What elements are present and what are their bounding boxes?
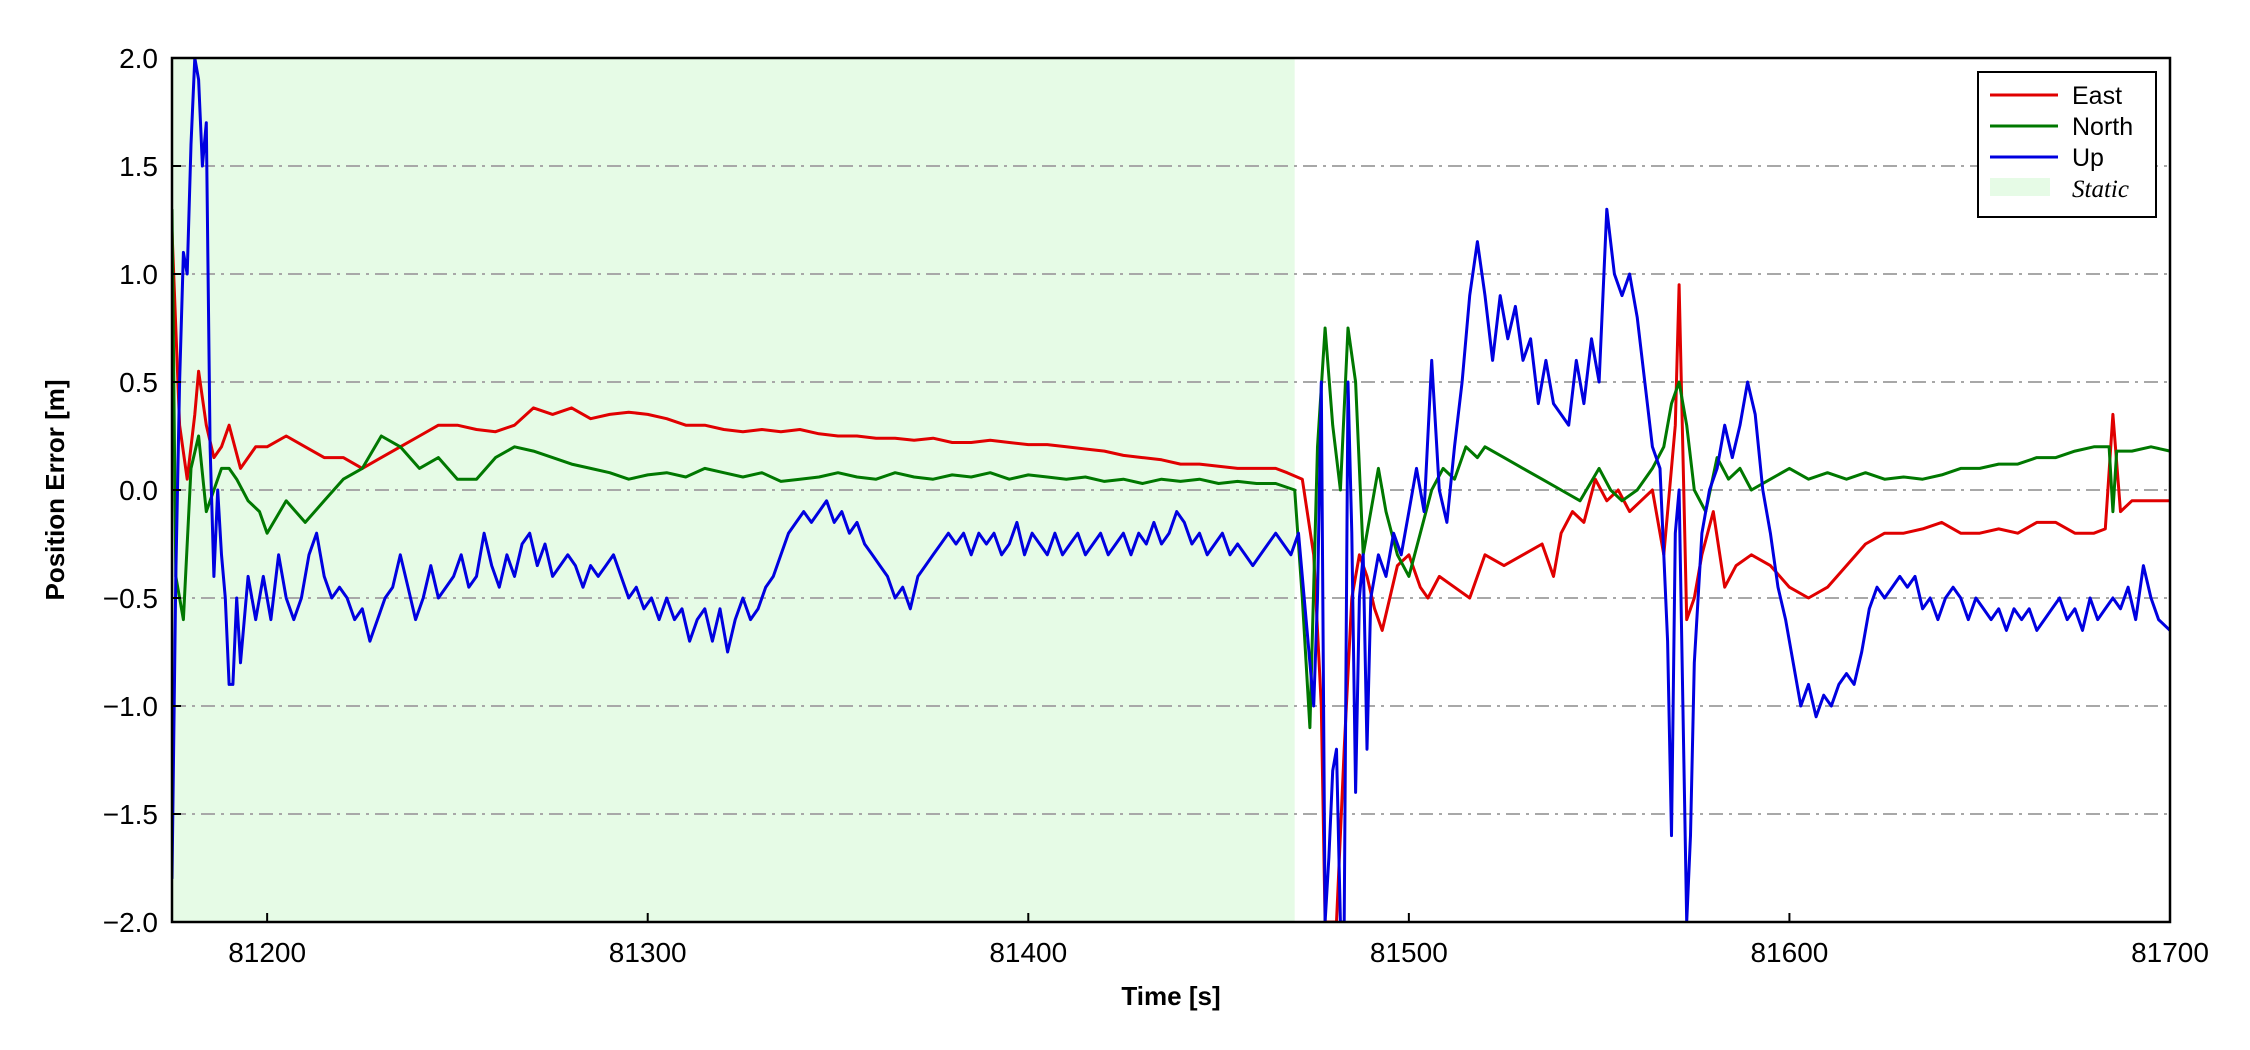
series-line-east [172, 230, 2170, 922]
series-layer [172, 58, 2170, 922]
legend-swatch-static [1990, 178, 2050, 196]
legend-label-static: Static [2072, 176, 2129, 203]
y-tick-label: 2.0 [119, 43, 158, 74]
y-tick-label: 1.5 [119, 151, 158, 182]
grid-lines [172, 165, 2170, 815]
x-axis-ticks: 81200 81300 81400 81500 81600 81700 [228, 913, 2209, 968]
y-tick-label: −0.5 [103, 583, 158, 614]
legend-label-east: East [2072, 82, 2122, 110]
y-tick-label: 1.0 [119, 259, 158, 290]
x-tick-label: 81700 [2131, 937, 2209, 968]
y-tick-label: −1.0 [103, 691, 158, 722]
x-tick-label: 81300 [609, 937, 687, 968]
y-axis-label: Position Error [m] [40, 379, 70, 600]
x-tick-label: 81500 [1370, 937, 1448, 968]
legend-label-north: North [2072, 113, 2133, 141]
x-tick-label: 81200 [228, 937, 306, 968]
series-line-up [172, 58, 2170, 922]
y-tick-label: −1.5 [103, 799, 158, 830]
x-tick-label: 81600 [1750, 937, 1828, 968]
legend-label-up: Up [2072, 144, 2104, 172]
legend: East North Up Static [1977, 71, 2157, 218]
y-tick-label: 0.5 [119, 367, 158, 398]
x-axis-label: Time [s] [1121, 981, 1220, 1011]
y-axis-ticks: −2.0 −1.5 −1.0 −0.5 0.0 0.5 1.0 1.5 2.0 [103, 43, 181, 938]
x-tick-label: 81400 [989, 937, 1067, 968]
y-tick-label: 0.0 [119, 475, 158, 506]
y-tick-label: −2.0 [103, 907, 158, 938]
series-line-north [172, 209, 2170, 730]
